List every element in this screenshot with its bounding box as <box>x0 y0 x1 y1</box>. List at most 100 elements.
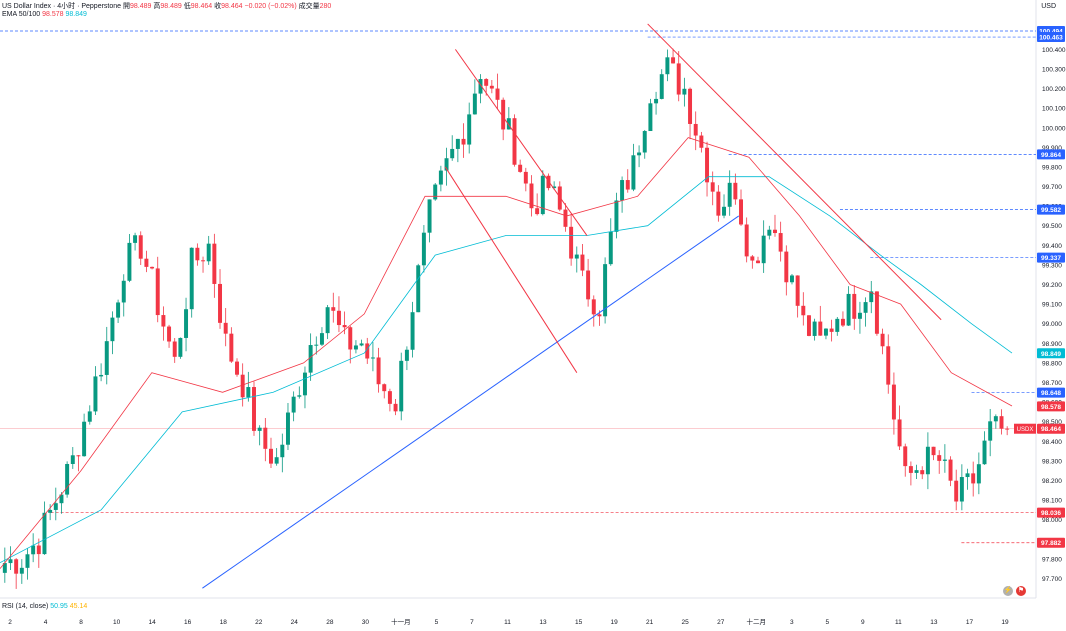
x-tick-label-23: 5 <box>826 619 830 626</box>
candle-body-101 <box>574 254 579 259</box>
rsi-value-1: 50.95 <box>50 603 68 610</box>
price-label-bg-6 <box>1037 387 1065 398</box>
candle-body-39 <box>223 322 228 334</box>
price-tag-text-8: USDX <box>1017 427 1034 433</box>
candle-body-171 <box>971 473 976 484</box>
y-tick-label-1: 97.800 <box>1042 556 1062 563</box>
candle-body-79 <box>450 148 455 159</box>
y-tick-label-23: 100.100 <box>1042 106 1066 113</box>
x-tick-label-27: 17 <box>966 619 974 626</box>
candle-body-173 <box>982 440 987 465</box>
candle-body-133 <box>756 260 760 264</box>
symbol-title[interactable]: US Dollar Index · 4小时 · Pepperstone <box>2 3 122 10</box>
candle-body-94 <box>535 208 540 215</box>
candle-body-2 <box>14 559 19 574</box>
y-tick-label-10: 98.800 <box>1042 360 1062 367</box>
candle-body-118 <box>671 57 676 64</box>
candle-body-107 <box>608 231 613 265</box>
price-label-bg-9 <box>1037 507 1065 518</box>
candle-body-115 <box>654 98 659 104</box>
price-label-3: 99.582 <box>1041 207 1061 214</box>
currency-label: USD <box>1041 3 1056 10</box>
candle-body-127 <box>722 206 727 216</box>
close-value: 98.464 <box>221 3 243 10</box>
candle-body-172 <box>976 464 981 484</box>
candle-body-5 <box>31 545 36 555</box>
candle-body-158 <box>897 419 902 447</box>
price-label-1: 100.463 <box>1039 35 1063 42</box>
candle-body-147 <box>835 318 840 332</box>
candle-body-68 <box>387 391 392 404</box>
candle-body-128 <box>727 182 732 207</box>
flag-us-icon[interactable]: ⚑ <box>1016 586 1026 596</box>
y-tick-label-7: 98.500 <box>1042 419 1062 426</box>
candle-body-29 <box>167 326 172 342</box>
low-label: 低 <box>183 3 191 10</box>
candle-body-136 <box>773 229 777 234</box>
x-tick-label-24: 9 <box>861 619 865 626</box>
y-tick-label-21: 99.900 <box>1042 145 1062 152</box>
price-label-4: 99.337 <box>1041 255 1061 262</box>
candle-body-13 <box>76 455 81 457</box>
x-tick-label-15: 13 <box>539 619 547 626</box>
price-label-9: 98.036 <box>1041 510 1061 517</box>
candle-body-35 <box>201 260 206 262</box>
price-label-bg-3 <box>1037 204 1065 215</box>
x-tick-label-10: 30 <box>362 619 370 626</box>
candle-body-43 <box>246 387 251 398</box>
candle-body-106 <box>603 264 608 317</box>
candle-body-50 <box>285 412 290 445</box>
candle-body-99 <box>563 209 568 227</box>
candle-body-154 <box>874 291 879 334</box>
chart-header: US Dollar Index · 4小时 · Pepperstone 開98.… <box>2 1 331 11</box>
candle-body-84 <box>478 79 483 94</box>
candle-body-122 <box>693 123 698 136</box>
y-tick-label-20: 99.800 <box>1042 164 1062 171</box>
candle-body-126 <box>716 191 721 216</box>
candle-body-6 <box>36 545 41 555</box>
candle-body-132 <box>750 256 755 261</box>
candle-body-146 <box>829 328 834 332</box>
candle-body-66 <box>376 357 381 385</box>
candle-body-32 <box>184 309 189 338</box>
candle-body-11 <box>65 463 70 495</box>
candle-body-61 <box>348 327 353 350</box>
candle-body-18 <box>104 341 109 375</box>
rsi-legend[interactable]: RSI (14, close) 50.95 45.14 <box>2 603 87 610</box>
lightning-icon[interactable]: ⚡ <box>1003 586 1013 596</box>
y-tick-label-4: 98.200 <box>1042 478 1062 485</box>
candle-body-157 <box>891 384 896 420</box>
candle-body-63 <box>359 343 364 346</box>
x-tick-label-12: 5 <box>435 619 439 626</box>
change-value: −0.020 (−0.02%) <box>244 3 297 10</box>
candle-body-105 <box>597 314 602 317</box>
candle-body-110 <box>625 180 630 190</box>
x-tick-label-14: 11 <box>504 619 511 626</box>
ema100-value: 98.849 <box>65 11 87 18</box>
candle-body-40 <box>229 333 234 362</box>
y-tick-label-2: 98.000 <box>1042 517 1062 524</box>
candle-body-38 <box>218 283 223 323</box>
ema-legend[interactable]: EMA 50/100 98.578 98.849 <box>2 11 87 18</box>
candle-body-80 <box>455 138 460 149</box>
price-label-10: 97.882 <box>1041 540 1061 547</box>
x-tick-label-13: 7 <box>470 619 474 626</box>
y-tick-label-11: 98.900 <box>1042 341 1062 348</box>
y-tick-label-9: 98.700 <box>1042 380 1062 387</box>
candle-body-55 <box>314 344 319 346</box>
candle-body-168 <box>954 480 959 502</box>
trendline-1 <box>454 49 588 236</box>
candle-body-48 <box>274 457 279 464</box>
x-tick-label-6: 18 <box>220 619 228 626</box>
candle-body-134 <box>761 235 766 264</box>
candle-body-31 <box>178 337 183 357</box>
candle-body-1 <box>8 559 13 564</box>
candle-body-0 <box>2 563 7 573</box>
x-tick-label-7: 22 <box>255 619 263 626</box>
y-tick-label-26: 100.400 <box>1042 47 1066 54</box>
y-tick-label-5: 98.300 <box>1042 458 1062 465</box>
candle-body-144 <box>818 321 823 336</box>
price-tag-bg-8 <box>1014 423 1036 434</box>
candle-body-53 <box>302 372 307 396</box>
